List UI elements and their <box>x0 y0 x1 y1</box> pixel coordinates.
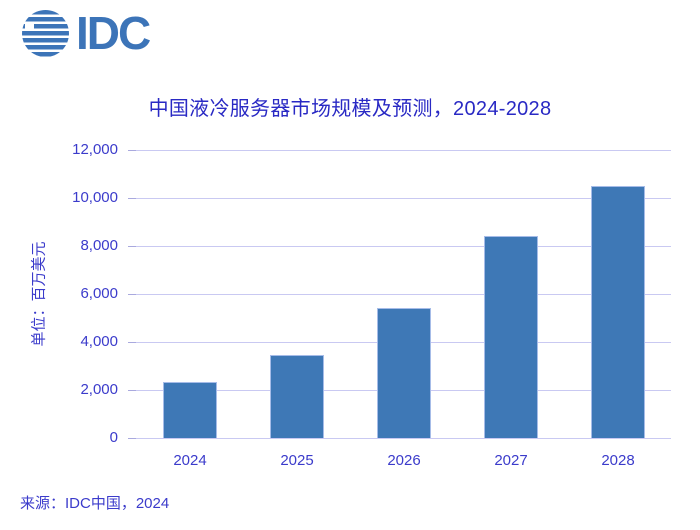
y-tick <box>128 438 136 439</box>
idc-logo: IDC <box>22 7 151 59</box>
gridline <box>136 438 671 439</box>
y-tick <box>128 246 136 247</box>
bar <box>377 308 431 438</box>
bar <box>591 186 645 438</box>
y-tick <box>128 342 136 343</box>
y-tick-label: 6,000 <box>80 285 118 302</box>
x-axis-labels: 2024 2025 2026 2027 2028 <box>136 452 671 472</box>
y-tick-label: 8,000 <box>80 237 118 254</box>
x-tick-label: 2024 <box>173 452 207 469</box>
bar <box>270 355 324 438</box>
y-tick-label: 10,000 <box>72 189 118 206</box>
gridline <box>136 150 671 151</box>
y-tick-label: 4,000 <box>80 333 118 350</box>
y-tick <box>128 198 136 199</box>
y-tick <box>128 294 136 295</box>
gridline <box>136 198 671 199</box>
y-tick-label: 2,000 <box>80 381 118 398</box>
y-axis-labels: 0 2,000 4,000 6,000 8,000 10,000 12,000 <box>0 141 118 446</box>
y-tick <box>128 150 136 151</box>
idc-logo-text: IDC <box>76 7 151 59</box>
x-tick-label: 2028 <box>601 452 635 469</box>
chart-title: 中国液冷服务器市场规模及预测，2024-2028 <box>148 98 552 120</box>
gridline <box>136 294 671 295</box>
x-tick-label: 2026 <box>387 452 421 469</box>
y-tick-label: 12,000 <box>72 141 118 158</box>
y-tick <box>128 390 136 391</box>
bar <box>484 236 538 438</box>
idc-globe-icon <box>22 10 69 57</box>
x-tick-label: 2027 <box>494 452 528 469</box>
y-tick-label: 0 <box>109 429 118 446</box>
x-tick-label: 2025 <box>280 452 314 469</box>
bar <box>163 382 217 438</box>
gridline <box>136 246 671 247</box>
chart-area <box>128 150 671 439</box>
source-note: 来源：IDC中国，2024 <box>20 495 170 512</box>
